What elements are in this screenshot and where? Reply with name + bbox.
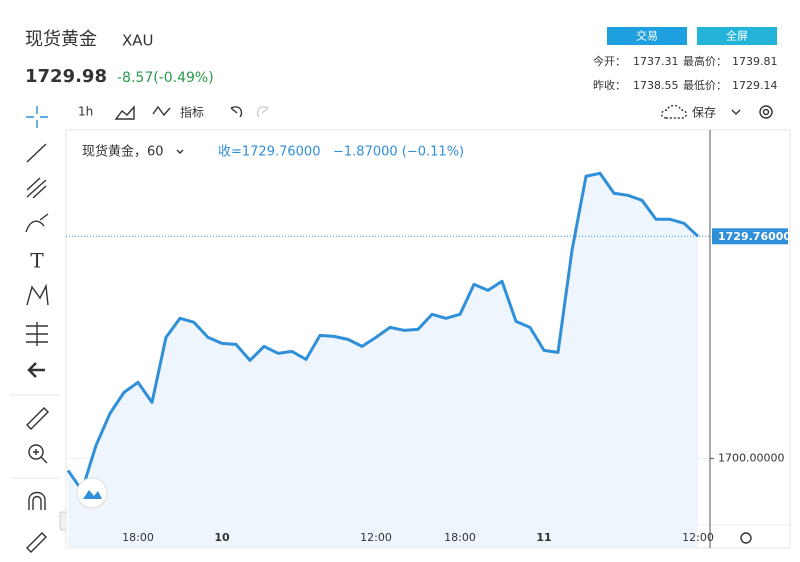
settings-icon-center	[762, 108, 770, 116]
back-tool[interactable]	[27, 362, 45, 378]
indicator-icon[interactable]	[152, 105, 171, 117]
area	[68, 173, 698, 549]
line-tool[interactable]	[26, 143, 47, 163]
chart-type-icon[interactable]	[114, 105, 135, 120]
stat-label: 今开：	[593, 54, 626, 68]
save-dropdown[interactable]	[731, 109, 741, 115]
x-tick-label: 11	[536, 531, 551, 544]
magnet-tool[interactable]	[28, 491, 46, 511]
x-tick-label: 10	[214, 531, 230, 544]
zoom-tool-glass	[33, 449, 48, 464]
zoom-tool[interactable]	[28, 444, 44, 460]
left-toolbar: T	[10, 106, 67, 553]
y-tick-label: 1700.00000	[718, 451, 784, 464]
x-tick-label: 18:00	[122, 531, 154, 544]
logo-button[interactable]	[76, 477, 108, 509]
last-price-tag	[712, 228, 788, 245]
stat-value: 1739.81	[732, 55, 778, 68]
crosshair-tool[interactable]	[26, 106, 48, 128]
legend-dropdown[interactable]	[176, 149, 184, 154]
undo-icon[interactable]	[230, 106, 243, 118]
x-tick-label: 18:00	[444, 531, 476, 544]
stat-value: 1729.14	[732, 79, 778, 92]
x-tick-label: 12:00	[682, 531, 714, 544]
trade-button-label[interactable]: 交易	[636, 29, 658, 43]
lock-draw-tool[interactable]	[26, 532, 47, 553]
interval[interactable]: 1h	[78, 105, 93, 119]
price-line	[66, 171, 700, 492]
redo-icon	[256, 106, 269, 118]
cloud-icon[interactable]	[660, 104, 688, 119]
fullscreen-button[interactable]	[697, 27, 777, 45]
legend-name: 现货黄金，60	[82, 144, 164, 160]
fullscreen-button-label[interactable]: 全屏	[726, 29, 748, 43]
trade-button[interactable]	[607, 27, 687, 45]
pattern-tool[interactable]	[26, 283, 49, 306]
stat-value: 1737.31	[633, 55, 679, 68]
channel-tool[interactable]	[26, 177, 47, 199]
stat-label: 昨收：	[593, 78, 626, 92]
stat-label: 最低价：	[683, 79, 727, 92]
settings-icon[interactable]	[759, 105, 773, 119]
stat-label: 最高价：	[683, 54, 727, 68]
ruler-tool[interactable]	[26, 407, 49, 430]
save[interactable]: 保存	[692, 106, 716, 120]
axis-settings[interactable]	[740, 532, 752, 544]
price: 1729.98	[25, 66, 107, 87]
legend-change: −1.87000 (−0.11%)	[333, 145, 464, 160]
logo-icon	[83, 490, 102, 499]
text-tool[interactable]: T	[30, 249, 44, 273]
stat-value: 1738.55	[633, 79, 679, 92]
collapse-handle[interactable]	[59, 511, 67, 531]
change: -8.57(-0.49%)	[117, 70, 214, 86]
indicators[interactable]: 指标	[180, 105, 204, 120]
fib-tool[interactable]	[26, 322, 48, 346]
title: 现货黄金	[25, 29, 97, 50]
brush-tool[interactable]	[25, 213, 49, 233]
x-tick-label: 12:00	[360, 531, 392, 544]
symbol: XAU	[122, 32, 154, 50]
plot	[66, 171, 714, 549]
legend-close: 收=1729.76000	[218, 145, 320, 160]
last-price-label: 1729.76000	[718, 230, 791, 243]
